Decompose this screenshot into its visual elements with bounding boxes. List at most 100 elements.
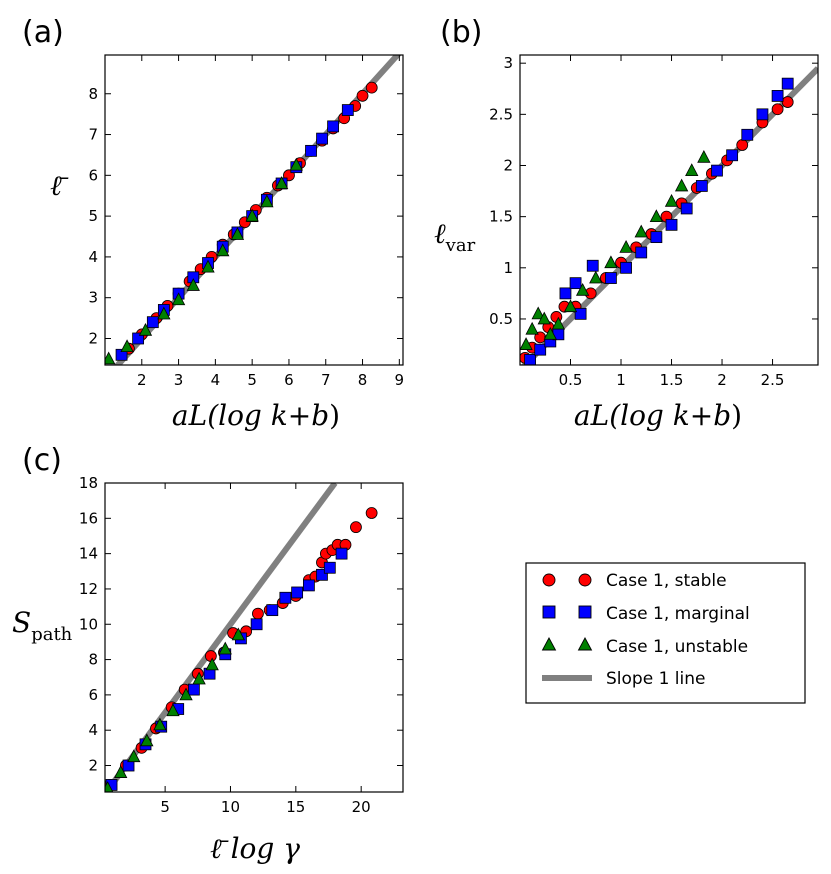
panel-c-markers	[105, 507, 378, 792]
panel-b-plot: 0.5 1 1.5 2 2.5 0.5 1 1.5 2 2.5 3	[489, 54, 819, 389]
panel-c-xtick-label: 15	[286, 798, 305, 816]
panel-b-ylabel-part-1: ℓ	[434, 217, 446, 250]
panel-b-xtick-label: 0.5	[559, 371, 583, 389]
panel-c-xtick-label: 5	[160, 798, 170, 816]
panel-b-ytick-label: 0.5	[489, 310, 513, 328]
panel-b-unstable-point	[575, 282, 590, 296]
panel-b-unstable-point	[604, 255, 618, 269]
panel-b-unstable-point	[589, 270, 603, 284]
panel-c-unstable-point	[105, 781, 114, 792]
panel-c-ytick-label: 2	[88, 757, 98, 775]
panel-c-marginal-point	[279, 591, 292, 604]
panel-a-marginal-point	[327, 120, 339, 133]
panel-c-ylabel: Spath	[12, 606, 73, 645]
panel-a-ytick-label: 7	[88, 126, 98, 144]
panel-b-stable-point	[736, 139, 749, 151]
panel-c-ytick-label: 12	[79, 580, 98, 598]
panel-b: (b) 0.5 1 1.5 2 2.50.511.522.53 aL(log k+b) …	[434, 15, 819, 432]
panel-c-label: (c)	[22, 443, 62, 478]
panel-b-ytick-label: 1.5	[489, 208, 513, 226]
panel-c-marginal-point	[335, 547, 348, 560]
panel-b-unstable-point	[563, 299, 578, 313]
panel-b-xlabel-part-4: b	[713, 399, 731, 432]
panel-c-ytick-label: 14	[79, 545, 98, 563]
panel-a-unstable-point	[230, 227, 245, 240]
panel-a-unstable-point	[201, 259, 215, 273]
panel-a-unstable-point	[274, 176, 289, 189]
panel-c-unstable-point	[179, 687, 193, 701]
panel-b-unstable-point	[634, 224, 648, 238]
panel-b-marginal-point	[586, 259, 599, 272]
panel-b-marginal-point	[781, 77, 794, 90]
panel-a: (a) 2 3 4 5 6 7 8 9 2 3 4 5 6 7 8 aL(log k+b) ℓ̄	[22, 15, 404, 432]
panel-c-unstable-point	[127, 749, 141, 763]
legend-entry-slope: Slope 1 line	[542, 669, 705, 689]
panel-a-ytick-label: 6	[88, 166, 98, 184]
panel-a-stable-point	[356, 89, 369, 102]
panel-b-frame	[519, 54, 819, 366]
panel-a-marginal-point	[305, 144, 317, 157]
panel-b-marginal-point	[680, 202, 693, 215]
panel-a-marginal-point	[316, 132, 328, 145]
panel-b-unstable-point	[697, 149, 711, 163]
panel-b-unstable-point	[531, 306, 545, 320]
panel-b-unstable-point	[664, 193, 679, 207]
panel-b-unstable-point	[685, 163, 699, 177]
legend-entry-marginal: Case 1, marginal	[542, 604, 750, 624]
panel-b-ytick-label: 1	[503, 259, 513, 277]
legend: Case 1, stable Case 1, marginal Case 1, …	[525, 562, 806, 704]
panel-c-xtick-label: 10	[221, 798, 240, 816]
panel-b-marginal-point	[635, 246, 648, 259]
panel-b-marginal-point	[771, 90, 784, 102]
legend-marker-stable-2	[578, 573, 592, 587]
panel-b-marginal-point	[650, 231, 663, 244]
panel-b-marginal-point	[559, 287, 572, 300]
panel-b-unstable-point	[537, 311, 551, 325]
panel-a-stable-point	[365, 81, 378, 94]
panel-b-ytick-label: 2	[503, 156, 513, 174]
panel-a-unstable-point	[120, 339, 134, 353]
legend-marker-marginal-2	[578, 605, 592, 619]
panel-b-marginal-point	[726, 149, 739, 162]
panel-a-ytick-label: 8	[88, 85, 98, 103]
panel-c-xtick-label: 20	[352, 798, 371, 816]
panel-a-xtick-label: 7	[321, 371, 331, 389]
panel-c-marginal-point	[316, 568, 328, 581]
panel-a-ytick-label: 5	[88, 207, 98, 225]
panel-a-unstable-point	[105, 351, 116, 365]
panel-b-xtick-label: 1.5	[660, 371, 684, 389]
panel-b-unstable-point	[525, 321, 539, 335]
panel-b-xtick-label: 2	[717, 371, 727, 389]
panel-c-frame	[104, 482, 404, 793]
panel-a-xtick-label: 8	[358, 371, 368, 389]
panel-b-marginal-point	[665, 218, 678, 231]
panel-a-xlabel: aL(log k+b)	[172, 399, 340, 432]
panel-a-unstable-point	[157, 306, 171, 320]
panel-a-markers	[105, 81, 378, 365]
panel-a-marginal-point	[341, 104, 354, 116]
panel-a-unstable-point	[138, 322, 153, 336]
panel-b-marginal-point	[605, 272, 617, 284]
panel-b-xlabel-part-5: )	[731, 399, 742, 432]
panel-c-marginal-point	[302, 579, 315, 592]
panel-b-stable-point	[781, 96, 794, 108]
panel-b-unstable-point	[551, 316, 566, 330]
panel-a-ylabel-part-1: ℓ̄	[50, 169, 69, 202]
panel-b-ytick-label: 2.5	[489, 105, 513, 123]
panel-c-ytick-label: 10	[79, 615, 98, 633]
panel-a-xlabel-part-4: b	[311, 399, 329, 432]
panel-c-xlabel: ℓ̄ log γ	[210, 832, 300, 865]
panel-c-stable-point	[204, 650, 217, 662]
panel-b-marginal-point	[711, 164, 723, 177]
panel-a-unstable-point	[245, 208, 259, 222]
panel-b-stable-point	[771, 103, 784, 116]
panel-a-xlabel-part-2: k	[271, 399, 288, 432]
panel-b-unstable-point	[674, 178, 689, 192]
panel-c-unstable-point	[231, 627, 245, 641]
panel-c-ylabel-part-1: S	[12, 606, 31, 639]
panel-b-marginal-point	[524, 353, 537, 365]
panel-c-ytick-label: 6	[88, 686, 98, 704]
panel-c-marginal-point	[323, 561, 336, 574]
panel-b-ylabel: ℓvar	[434, 217, 476, 256]
